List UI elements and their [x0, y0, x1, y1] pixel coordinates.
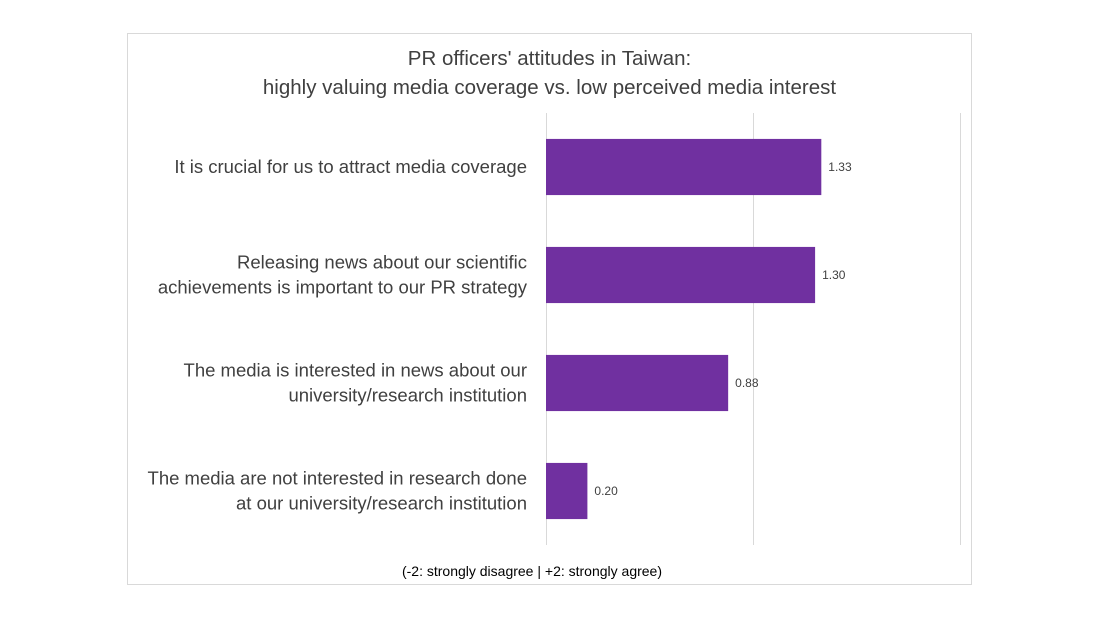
value-label-3: 0.88: [735, 376, 759, 390]
bar-2: [546, 246, 816, 304]
bar-1: [546, 138, 822, 196]
category-label-3-line-1: The media is interested in news about ou…: [184, 360, 527, 381]
category-label-4-line-1: The media are not interested in research…: [148, 468, 527, 489]
category-label-3-line-2: university/research institution: [288, 385, 527, 406]
category-label-2-line-2: achievements is important to our PR stra…: [158, 277, 528, 298]
value-label-2: 1.30: [822, 268, 846, 282]
value-label-1: 1.33: [828, 160, 852, 174]
category-label-1-line-1: It is crucial for us to attract media co…: [174, 156, 527, 177]
category-label-2-line-1: Releasing news about our scientific: [237, 252, 527, 273]
value-label-4: 0.20: [594, 484, 618, 498]
chart-title-line-1: PR officers' attitudes in Taiwan:: [407, 47, 692, 70]
axis-scale-note: (-2: strongly disagree | +2: strongly ag…: [401, 563, 663, 579]
bar-3: [546, 354, 729, 412]
category-label-4-line-2: at our university/research institution: [236, 493, 527, 514]
chart-title: PR officers' attitudes in Taiwan: highly…: [127, 44, 972, 102]
bar-4: [546, 462, 588, 520]
chart-title-line-2: highly valuing media coverage vs. low pe…: [262, 76, 837, 99]
